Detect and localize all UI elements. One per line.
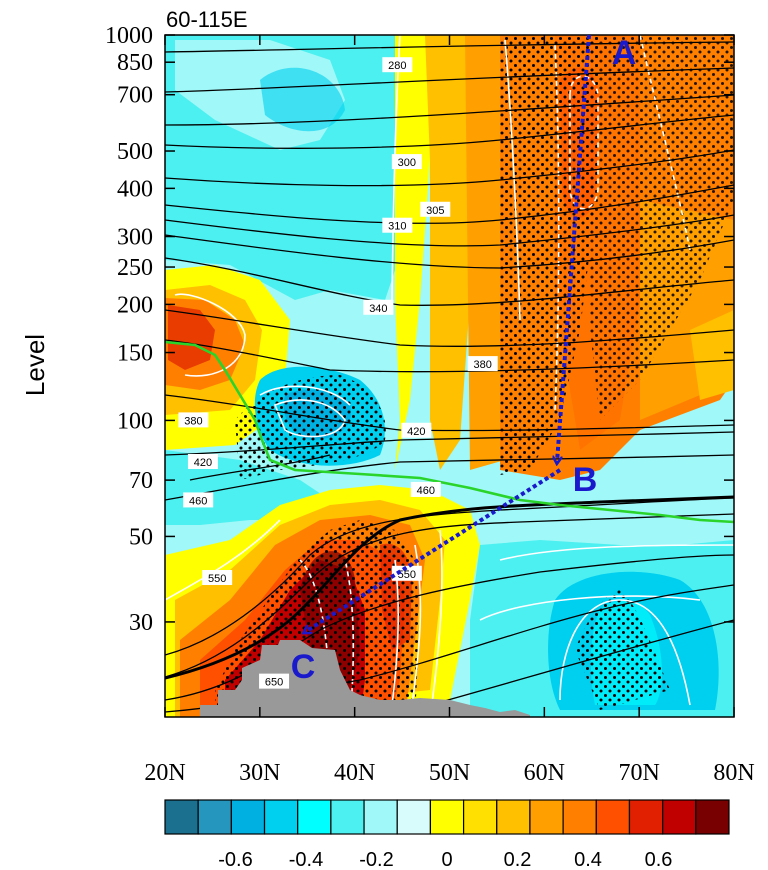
x-tick-label: 60N <box>524 760 565 786</box>
path-point-label: C <box>291 648 316 686</box>
contour-label: 380 <box>474 359 492 371</box>
colorbar-tick-label: 0.2 <box>504 849 532 870</box>
contour-label: 380 <box>184 415 202 427</box>
y-tick-label: 300 <box>117 225 153 251</box>
contour-label: 340 <box>369 303 387 315</box>
colorbar-swatch <box>330 799 365 835</box>
colorbar-swatch <box>164 799 199 835</box>
contour-label: 280 <box>388 60 406 72</box>
colorbar-swatch <box>662 799 697 835</box>
chart-title: 60-115E <box>166 7 248 32</box>
contour-label-bg <box>202 570 233 586</box>
colorbar-swatch <box>695 799 730 835</box>
trajectory-path: A B C <box>291 34 637 686</box>
contour-label: 460 <box>189 495 207 507</box>
x-tick-label: 70N <box>618 760 659 786</box>
y-axis-label: Level <box>20 334 50 396</box>
contour-label-bg <box>382 217 413 233</box>
contour-label: 300 <box>398 157 416 169</box>
path-point-label: B <box>573 461 598 499</box>
x-axis: 20N 30N 40N 50N 60N 70N 80N <box>144 35 755 786</box>
y-tick-label: 100 <box>117 408 153 434</box>
colorbar: -0.6 -0.4 -0.2 0 0.2 0.4 0.6 <box>164 799 730 870</box>
contour-label: 420 <box>407 426 425 438</box>
colorbar-tick-label: 0 <box>441 849 452 870</box>
contour-label: 550 <box>398 569 416 581</box>
colorbar-swatch <box>529 799 564 835</box>
colorbar-tick-label: 0.4 <box>574 849 602 870</box>
y-tick-label: 200 <box>117 292 153 318</box>
colorbar-swatch <box>496 799 531 835</box>
path-point-label: A <box>612 34 637 72</box>
tropopause-line <box>165 340 734 524</box>
colorbar-swatch <box>263 799 299 835</box>
colorbar-swatch <box>363 799 398 835</box>
contour-label-bg <box>259 673 290 689</box>
colorbar-swatch <box>562 799 597 835</box>
contour-label-bg <box>467 356 498 372</box>
contour-305-bold <box>165 495 734 680</box>
y-tick-label: 70 <box>129 468 153 494</box>
contour-label: 420 <box>194 457 212 469</box>
path-segment-b-c <box>305 468 562 632</box>
colorbar-swatch <box>628 799 664 835</box>
contour-label: 460 <box>417 485 435 497</box>
contour-label-bg <box>178 412 209 428</box>
contour-label: 650 <box>265 677 283 689</box>
contour-label-bg <box>187 453 218 469</box>
y-tick-label: 50 <box>129 524 153 550</box>
colorbar-tick-label: -0.2 <box>359 849 393 870</box>
colorbar-swatch <box>297 799 332 835</box>
y-tick-label: 30 <box>129 610 153 636</box>
x-tick-label: 30N <box>239 760 280 786</box>
x-tick-label: 50N <box>429 760 470 786</box>
path-segment-a-b <box>557 34 591 462</box>
y-tick-label: 400 <box>117 176 153 202</box>
colorbar-swatch <box>230 799 266 835</box>
colorbar-swatch <box>197 799 232 835</box>
colorbar-tick-label: 0.6 <box>645 849 673 870</box>
contour-label-bg <box>391 154 422 170</box>
y-tick-label: 150 <box>117 341 153 367</box>
y-tick-label: 850 <box>117 50 153 76</box>
topography <box>200 640 530 717</box>
contour-labels: 650 550 550 460 460 420 420 380 380 340 310 305 300 2… <box>178 57 498 689</box>
colorbar-swatch <box>595 799 631 835</box>
x-tick-label: 20N <box>144 760 185 786</box>
contour-label-bg <box>401 422 432 438</box>
contour-label-bg <box>410 481 441 497</box>
y-tick-label: 500 <box>117 139 153 165</box>
contour-label: 310 <box>388 221 406 233</box>
colorbar-swatch <box>429 799 465 835</box>
x-tick-label: 80N <box>713 760 754 786</box>
contour-label-bg <box>391 565 422 581</box>
x-tick-label: 40N <box>334 760 375 786</box>
colorbar-tick-label: -0.6 <box>218 849 252 870</box>
contour-label-bg <box>382 57 413 73</box>
y-tick-label: 1000 <box>105 23 153 49</box>
colorbar-swatch <box>462 799 498 835</box>
contour-label: 550 <box>208 573 226 585</box>
plot-area: 650 550 550 460 460 420 420 380 380 340 310 305 300 2… <box>165 35 734 717</box>
y-tick-label: 250 <box>117 255 153 281</box>
contour-label-bg <box>183 492 214 508</box>
contour-label: 305 <box>426 205 444 217</box>
colorbar-tick-label: -0.4 <box>289 849 323 870</box>
colorbar-swatch <box>396 799 432 835</box>
contour-label-bg <box>363 299 394 315</box>
contour-label-bg <box>420 201 451 217</box>
y-tick-label: 700 <box>117 83 153 109</box>
